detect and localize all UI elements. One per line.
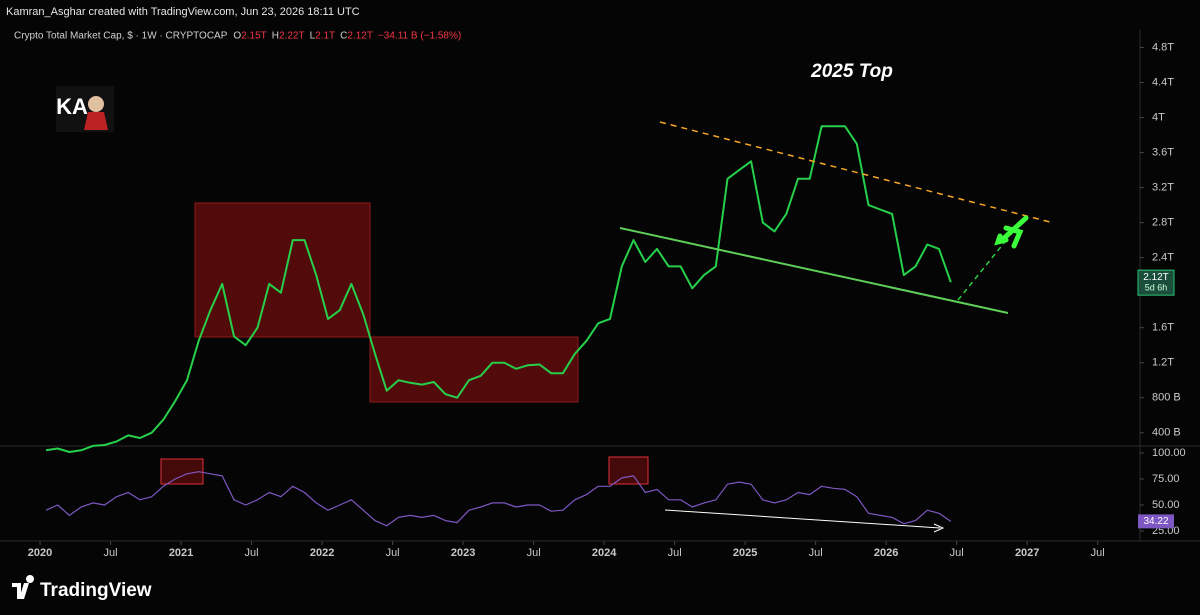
y-tick-label: 3.2T	[1152, 182, 1174, 194]
x-tick-label: 2024	[592, 547, 617, 559]
y-tick-label: 4T	[1152, 111, 1165, 123]
y-tick-label: 400 B	[1152, 427, 1181, 439]
resistance-line	[659, 121, 1051, 223]
x-tick-label: 2026	[874, 547, 898, 559]
y-tick-label: 2.4T	[1152, 252, 1174, 264]
divergence-line	[664, 509, 941, 529]
x-tick-label: Jul	[245, 547, 259, 559]
range-box	[369, 336, 579, 403]
avatar-face	[88, 96, 104, 112]
projection-line	[957, 237, 1009, 301]
x-tick-label: Jul	[809, 547, 823, 559]
x-tick-label: 2027	[1015, 547, 1039, 559]
avatar-text: KA	[56, 94, 88, 119]
x-tick-label: Jul	[386, 547, 400, 559]
symbol-legend: Crypto Total Market Cap, $ · 1W · CRYPTO…	[14, 31, 228, 42]
ohlc-key: C	[340, 31, 347, 42]
rsi-box	[608, 456, 649, 485]
ohlc-legend: O 2.15T H 2.22T L 2.1T C 2.12T −34.11 B (−1.58%)	[233, 31, 461, 42]
change: −34.11 B (−1.58%)	[378, 31, 461, 42]
countdown: 5d 6h	[1145, 283, 1168, 293]
x-tick-label: Jul	[1091, 547, 1105, 559]
range-box	[194, 202, 371, 338]
rsi-line	[45, 471, 952, 527]
price-label: 2.12T	[1143, 272, 1169, 283]
y-tick-label: 1.6T	[1152, 322, 1174, 334]
ohlc-value: 2.12T	[347, 31, 373, 42]
y-tick-label: 4.8T	[1152, 41, 1174, 53]
price-label-bg	[1137, 269, 1175, 296]
x-tick-label: Jul	[104, 547, 118, 559]
plots	[45, 125, 952, 527]
x-tick-label: Jul	[950, 547, 964, 559]
logo-text: TradingView	[40, 580, 152, 601]
credit: Kamran_Asghar created with TradingView.c…	[6, 6, 360, 18]
y-tick-label: 100.00	[1152, 447, 1186, 459]
ohlc-value: 2.22T	[279, 31, 305, 42]
y-tick-label: 2.8T	[1152, 217, 1174, 229]
logo-mark	[12, 575, 35, 599]
plane-icon	[994, 215, 1029, 249]
support-line	[619, 227, 1009, 314]
y-tick-label: 3.6T	[1152, 146, 1174, 158]
avatar-body	[84, 112, 108, 130]
x-tick-label: Jul	[668, 547, 682, 559]
x-tick-label: 2022	[310, 547, 334, 559]
ohlc-key: L	[310, 31, 316, 42]
y-tick-label: 50.00	[1152, 499, 1180, 511]
x-tick-label: 2020	[28, 547, 52, 559]
y-tick-label: 75.00	[1152, 473, 1180, 485]
rsi-label: 34.22	[1143, 516, 1168, 527]
y-tick-label: 1.2T	[1152, 357, 1174, 369]
ohlc-key: O	[233, 31, 241, 42]
rsi-box	[160, 458, 204, 485]
annotation: 2025 Top	[810, 61, 893, 82]
price-line	[45, 125, 952, 453]
x-tick-label: 2025	[733, 547, 757, 559]
ohlc-value: 2.15T	[241, 31, 267, 42]
divergence-arrow	[933, 523, 945, 533]
y-tick-label: 4.4T	[1152, 76, 1174, 88]
x-tick-label: Jul	[527, 547, 541, 559]
rsi-label-bg	[1138, 514, 1174, 529]
ohlc-key: H	[272, 31, 279, 42]
y-tick-label: 800 B	[1152, 392, 1181, 404]
x-tick-label: 2023	[451, 547, 475, 559]
ohlc-value: 2.1T	[315, 31, 335, 42]
x-tick-label: 2021	[169, 547, 193, 559]
